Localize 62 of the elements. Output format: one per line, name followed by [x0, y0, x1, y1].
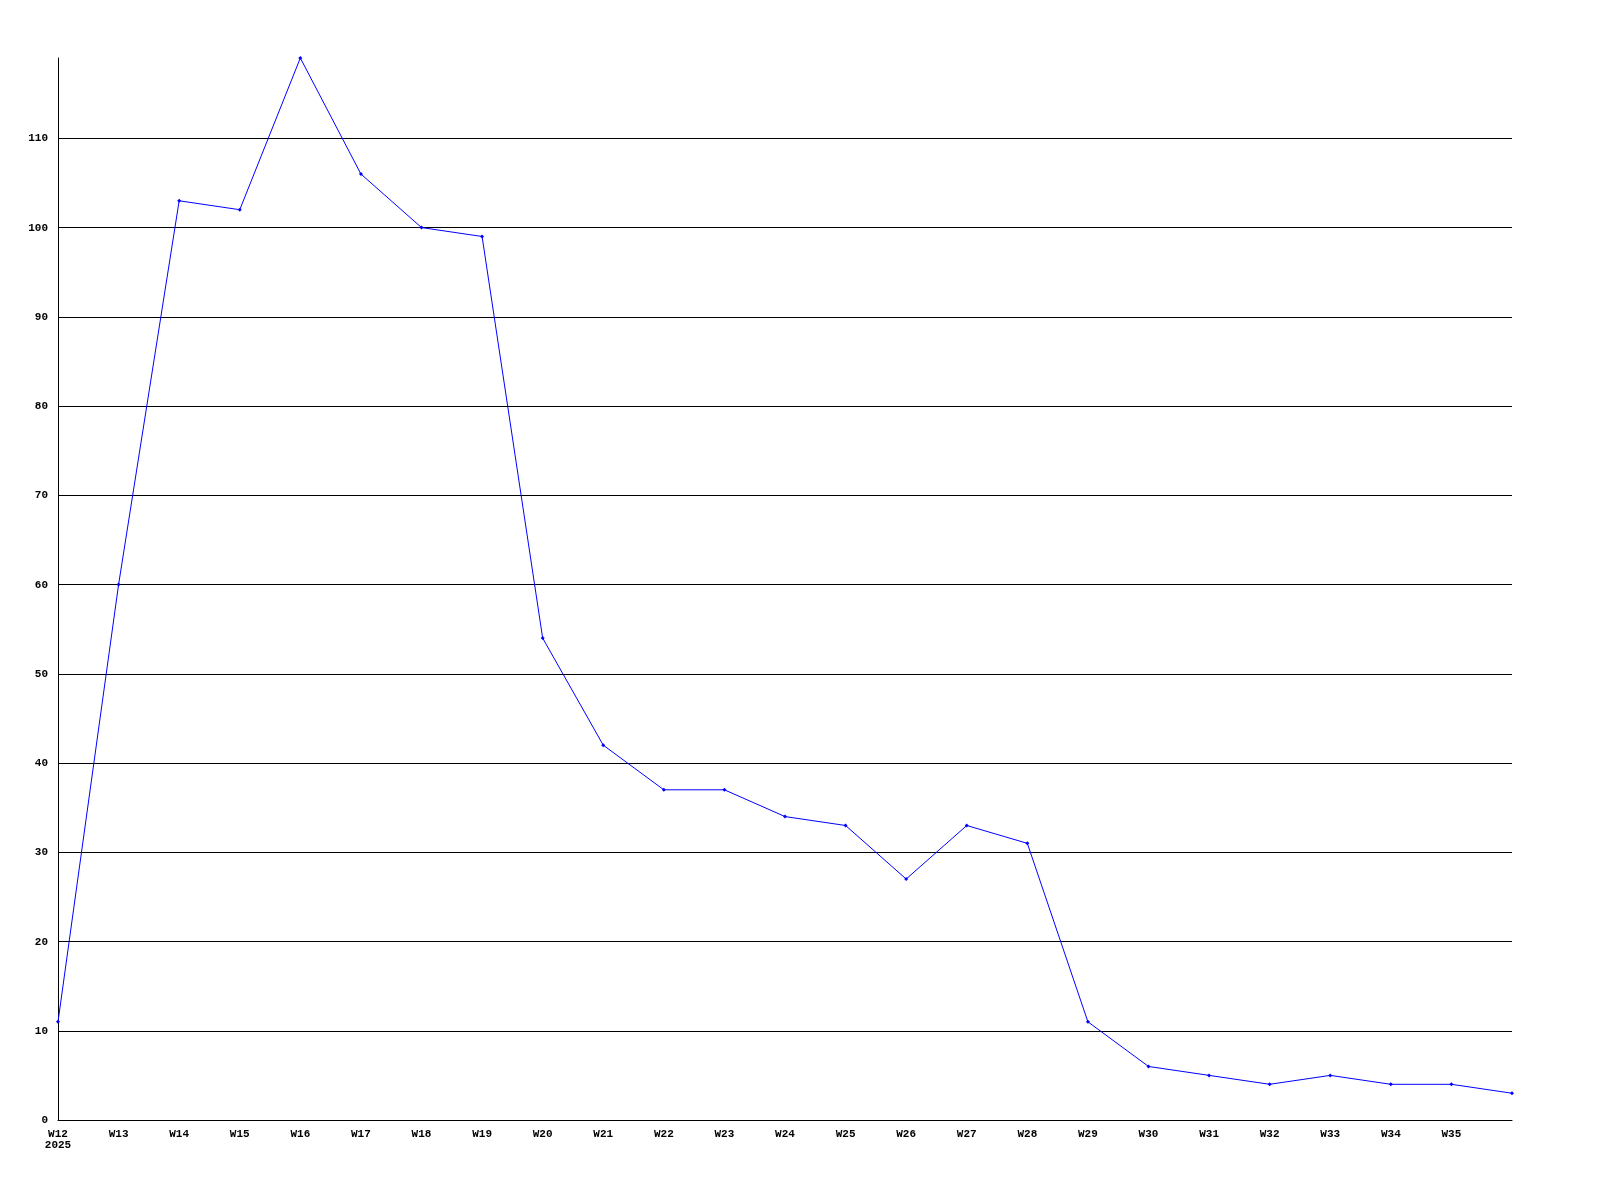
x-tick-label: W12 2025	[44, 1127, 72, 1151]
point	[1267, 1082, 1272, 1087]
x-tick-label: W20	[532, 1127, 553, 1140]
x-tick-label: W32	[1259, 1127, 1280, 1140]
point	[1085, 1019, 1090, 1024]
x-tick-label: W35	[1441, 1127, 1462, 1140]
y-tick-label: 0	[41, 1114, 48, 1126]
point	[722, 787, 727, 792]
y-tick-label: 100	[28, 221, 48, 234]
y-tick-label: 50	[34, 667, 48, 680]
y-tick-label: 60	[34, 578, 48, 591]
point	[298, 56, 303, 60]
point	[116, 582, 121, 587]
point	[540, 636, 545, 641]
x-tick-label: W29	[1078, 1127, 1098, 1140]
y-tick-label: 10	[34, 1024, 48, 1037]
point	[1510, 1091, 1514, 1096]
point	[964, 823, 969, 828]
x-tick-label: W18	[411, 1127, 432, 1140]
x-tick-label: W28	[1017, 1127, 1038, 1140]
point	[783, 814, 787, 819]
point	[843, 823, 848, 828]
x-tick-label: W21	[593, 1127, 614, 1140]
y-tick-label: 70	[34, 489, 48, 502]
x-tick-label: W24	[775, 1127, 796, 1140]
point	[480, 234, 485, 239]
x-tick-label: W27	[956, 1127, 977, 1140]
x-tick-label: W17	[351, 1127, 371, 1140]
point	[56, 1019, 60, 1024]
x-tick-label: W30	[1138, 1127, 1159, 1140]
point	[1207, 1073, 1212, 1078]
line-series	[56, 56, 1514, 1096]
x-tick-label: W22	[653, 1127, 674, 1140]
y-tick-label: 40	[34, 757, 48, 770]
x-tick-label: W14	[169, 1127, 190, 1140]
point	[661, 787, 666, 792]
point	[1328, 1073, 1333, 1078]
x-tick-label: W33	[1320, 1127, 1341, 1140]
y-tick-label: 30	[34, 846, 48, 859]
x-tick-label: W31	[1199, 1127, 1220, 1140]
point	[904, 877, 909, 882]
x-tick-label: W16	[290, 1127, 311, 1140]
x-tick-label: W25	[835, 1127, 856, 1140]
point	[1449, 1082, 1454, 1087]
point	[1146, 1064, 1151, 1069]
x-tick-label: W15	[229, 1127, 251, 1140]
y-tick-label: 110	[28, 132, 48, 145]
x-tick-label: W13	[108, 1127, 129, 1140]
x-tick-label: W26	[896, 1127, 917, 1140]
x-tick-label: W23	[714, 1127, 735, 1140]
point	[419, 225, 424, 230]
x-tick-label: W34	[1380, 1127, 1402, 1140]
point	[1388, 1082, 1393, 1087]
y-tick-label: 20	[34, 935, 48, 948]
point	[601, 743, 606, 748]
x-tick-label: W19	[472, 1127, 492, 1140]
point	[358, 172, 363, 177]
point	[237, 207, 242, 212]
y-tick-label: 80	[34, 400, 48, 413]
point	[177, 198, 182, 203]
y-tick-label: 90	[34, 310, 48, 323]
point	[1025, 841, 1030, 846]
